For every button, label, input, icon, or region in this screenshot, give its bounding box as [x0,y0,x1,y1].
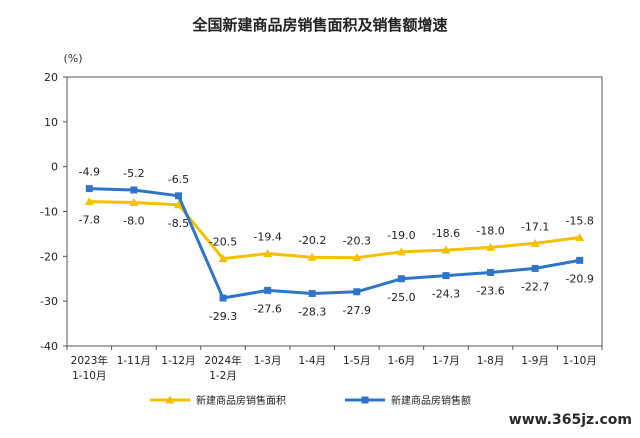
data-point [487,268,495,276]
y-axis-unit-label: (%) [63,52,82,65]
data-label: -7.8 [79,214,100,227]
data-label: -8.5 [168,217,189,230]
data-label: -8.0 [123,215,144,228]
data-label: -15.8 [565,215,593,228]
x-tick-label: 1-12月 [161,355,195,367]
data-point [441,245,451,254]
x-tick-label: 2023年 [71,354,108,367]
data-point [442,272,450,280]
data-point [396,247,406,256]
data-label: -6.5 [168,173,189,186]
x-tick-label: 1-10月 [563,355,597,367]
data-label: -23.6 [476,284,504,297]
y-tick-label: -20 [40,250,58,263]
data-label: -19.0 [387,229,415,242]
legend-marker [361,396,369,404]
data-label: -27.9 [343,304,371,317]
data-point [575,233,585,242]
data-point [353,288,361,296]
data-point [531,264,539,272]
data-label: -19.4 [253,231,281,244]
data-label: -20.3 [343,235,371,248]
data-label: -5.2 [123,167,144,180]
data-point [85,185,93,193]
data-point [307,252,317,261]
y-tick-label: 10 [44,116,58,129]
data-point [308,290,316,298]
data-label: -4.9 [79,166,100,179]
data-point [486,242,496,251]
x-tick-label: 1-7月 [432,355,460,367]
y-tick-label: -10 [40,206,58,219]
watermark-text: www.365jz.com [509,412,632,428]
y-tick-label: -30 [40,295,58,308]
plot-frame [66,76,603,347]
x-tick-label: 1-11月 [117,355,151,367]
legend-label: 新建商品房销售额 [391,394,471,407]
data-label: -24.3 [432,288,460,301]
x-tick-label: 1-6月 [388,355,416,367]
data-point [576,256,584,264]
x-tick-label: 1-10月 [72,370,106,382]
x-tick-label: 1-3月 [254,355,282,367]
data-point [264,286,272,294]
y-tick-label: 20 [44,71,58,84]
data-point [219,294,227,302]
x-tick-label: 1-2月 [209,370,237,382]
data-label: -20.2 [298,234,326,247]
data-label: -18.0 [476,224,504,237]
x-tick-label: 1-8月 [477,355,505,367]
data-point [130,186,138,194]
data-label: -18.6 [432,227,460,240]
data-label: -22.7 [521,280,549,293]
data-label: -17.1 [521,220,549,233]
y-tick-label: -40 [40,340,58,353]
chart-title: 全国新建商品房销售面积及销售额增速 [191,16,447,34]
legend-label: 新建商品房销售面积 [196,394,286,407]
data-point [352,253,362,262]
data-point [129,198,139,207]
data-label: -25.0 [387,291,415,304]
data-point [84,197,94,206]
x-tick-label: 1-9月 [521,355,549,367]
legend-marker [165,395,175,404]
x-tick-label: 1-5月 [343,355,371,367]
x-tick-label: 1-4月 [298,355,326,367]
data-point [530,238,540,247]
data-label: -29.3 [209,310,237,323]
y-tick-label: 0 [51,161,58,174]
data-point [173,200,183,209]
data-point [218,254,228,263]
series-line [89,187,580,300]
data-point [397,275,405,283]
data-label: -20.5 [209,236,237,249]
data-label: -27.6 [253,302,281,315]
series-line [89,200,580,261]
data-label: -20.9 [565,272,593,285]
data-point [263,249,273,258]
data-label: -28.3 [298,306,326,319]
x-tick-label: 2024年 [204,354,241,367]
data-point [174,192,182,200]
